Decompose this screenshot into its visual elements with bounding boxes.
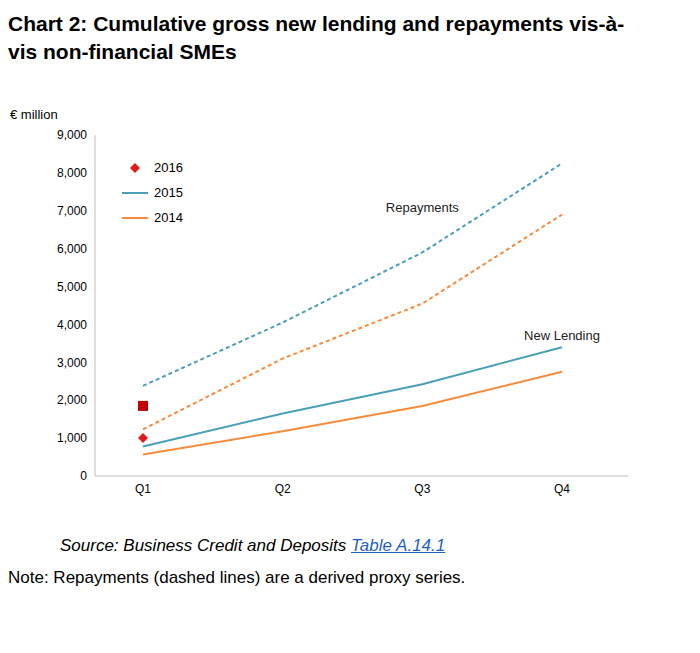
svg-text:3,000: 3,000	[57, 356, 87, 370]
html-text:Chart 2: Cumulative gross new: Chart 2: Cumulative gross new lending an…	[8, 12, 625, 63]
html-text:2016: 2016	[154, 160, 183, 175]
svg-text:Q4: Q4	[554, 482, 570, 496]
svg-text:Repayments: Repayments	[386, 200, 459, 215]
html-text:Note: Repayments (dashed lines: Note: Repayments (dashed lines) are a de…	[8, 568, 466, 587]
svg-text:9,000: 9,000	[57, 128, 87, 142]
svg-text:2,000: 2,000	[57, 393, 87, 407]
svg-text:New Lending: New Lending	[524, 328, 600, 343]
svg-text:7,000: 7,000	[57, 204, 87, 218]
svg-text:Q1: Q1	[135, 482, 151, 496]
svg-text:4,000: 4,000	[57, 318, 87, 332]
svg-text:8,000: 8,000	[57, 166, 87, 180]
svg-text:Q3: Q3	[414, 482, 430, 496]
html-text:Source: Business Credit and De: Source: Business Credit and Deposits Tab…	[60, 536, 446, 555]
svg-text:1,000: 1,000	[57, 431, 87, 445]
html-text:€ million: € million	[10, 107, 58, 122]
svg-text:Q2: Q2	[275, 482, 291, 496]
svg-text:5,000: 5,000	[57, 280, 87, 294]
svg-text:0: 0	[80, 469, 87, 483]
svg-text:6,000: 6,000	[57, 242, 87, 256]
html-text:2015: 2015	[154, 185, 183, 200]
html-text:2014: 2014	[154, 210, 183, 225]
